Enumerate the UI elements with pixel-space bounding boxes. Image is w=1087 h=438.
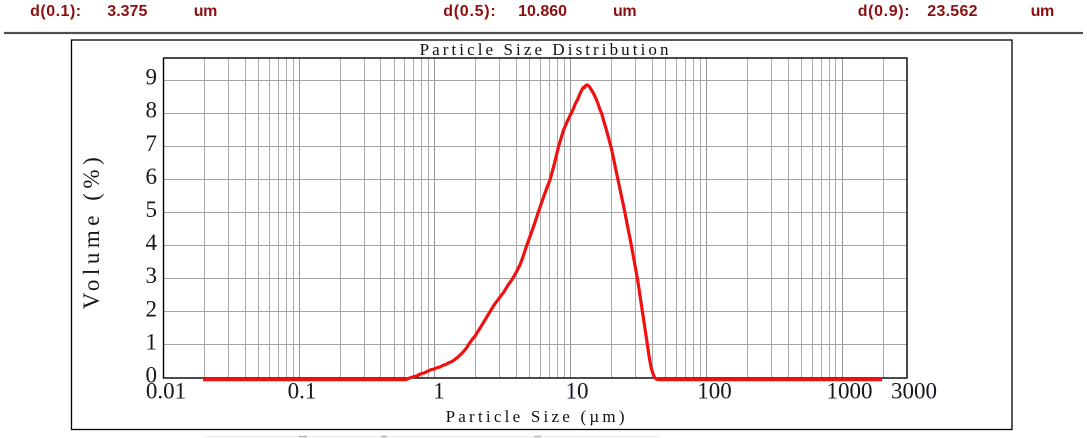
svg-text:9: 9: [146, 65, 158, 90]
svg-text:4: 4: [146, 230, 158, 255]
svg-text:Particle Size (µm): Particle Size (µm): [446, 407, 628, 426]
svg-text:7: 7: [146, 131, 158, 156]
svg-text:1: 1: [146, 329, 158, 354]
svg-text:0.1: 0.1: [288, 379, 317, 404]
svg-text:0.01: 0.01: [146, 379, 186, 404]
svg-text:d(0.5):: d(0.5):: [443, 3, 496, 20]
svg-text:100: 100: [697, 379, 732, 404]
svg-text:3000: 3000: [891, 379, 937, 404]
svg-text:1: 1: [433, 379, 445, 404]
svg-text:8: 8: [146, 98, 158, 123]
svg-text:3: 3: [146, 263, 158, 288]
svg-text:0: 0: [146, 363, 158, 388]
svg-text:um: um: [613, 3, 636, 20]
svg-text:d(0.1):: d(0.1):: [30, 3, 82, 20]
svg-text:Volume (%): Volume (%): [79, 153, 104, 310]
svg-text:um: um: [1031, 3, 1054, 20]
svg-text:um: um: [194, 3, 217, 20]
svg-text:6: 6: [146, 164, 158, 189]
svg-text:2: 2: [146, 296, 158, 321]
svg-text:10.860: 10.860: [518, 3, 567, 20]
svg-text:23.562: 23.562: [927, 3, 977, 20]
svg-text:3.375: 3.375: [107, 3, 147, 20]
svg-text:10: 10: [566, 379, 589, 404]
svg-text:1000: 1000: [827, 379, 873, 404]
svg-text:Particle Size Distribution: Particle Size Distribution: [420, 40, 672, 59]
svg-text:d(0.9):: d(0.9):: [858, 3, 911, 20]
svg-text:5: 5: [146, 197, 158, 222]
